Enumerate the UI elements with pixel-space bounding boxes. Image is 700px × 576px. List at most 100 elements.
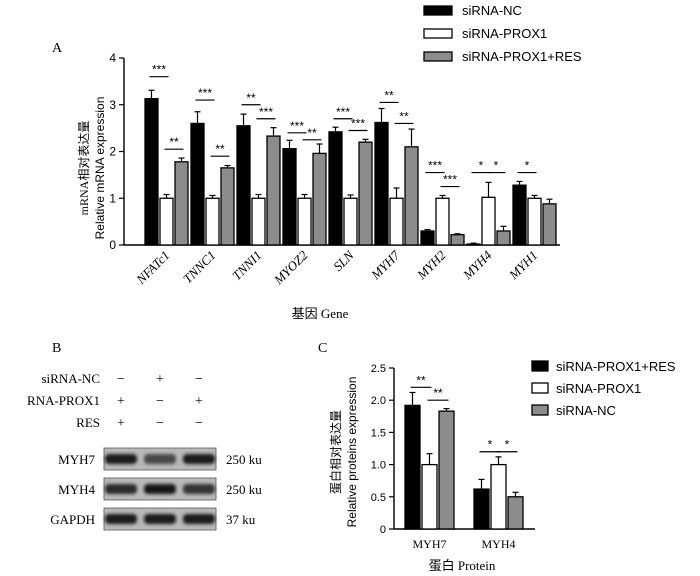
- legend-label-siRNA-PROX1+RES: siRNA-PROX1+RES: [556, 359, 676, 374]
- blot-protein-label-GAPDH: GAPDH: [50, 512, 95, 527]
- condition-sign: −: [117, 372, 125, 387]
- bar-siRNA-NC-MYH1: [512, 184, 527, 246]
- condition-sign: −: [195, 416, 203, 431]
- x-tick-label-MYH7: MYH7: [367, 247, 403, 283]
- blot-band-MYH4: [144, 484, 176, 494]
- legend-swatch-siRNA-NC: [531, 404, 549, 416]
- bar-siRNA-NC-SLN: [328, 131, 343, 246]
- panel-b: B siRNA-NC − + − RNA-PROX1 + − + RES + − − MYH7 250 …: [27, 341, 262, 531]
- legend-swatch-siRNA-PROX1: [531, 382, 549, 394]
- significance-label: **: [384, 88, 394, 102]
- blot-conditions: siRNA-NC − + − RNA-PROX1 + − + RES + − −: [27, 371, 203, 431]
- panel-c-legend: siRNA-PROX1+RES siRNA-PROX1 siRNA-NC: [531, 359, 676, 418]
- bar-siRNA-PROX1+RES-MYH1: [542, 203, 557, 246]
- significance-label: ***: [336, 105, 350, 119]
- panel-c-letter: C: [318, 341, 327, 356]
- bar-siRNA-NC-TNNI1: [236, 125, 251, 246]
- y-tick-label: 0.5: [371, 492, 386, 504]
- bar-siRNA-PROX1+RES-MYH7: [404, 404, 421, 530]
- y-tick-label: 3: [109, 98, 116, 112]
- significance-label: ***: [259, 105, 273, 119]
- bar-siRNA-NC-NFATc1: [144, 98, 159, 246]
- panel-a-significance: ************************************* * *: [149, 63, 537, 188]
- significance-label: ***: [198, 86, 212, 100]
- panel-b-letter: B: [52, 341, 61, 356]
- significance-label: *: [505, 438, 510, 452]
- y-tick-label: 0: [380, 524, 386, 536]
- significance-label: *: [494, 159, 499, 173]
- legend-label-siRNA-PROX1+RES: siRNA-PROX1+RES: [462, 49, 582, 64]
- significance-label: **: [215, 142, 225, 156]
- significance-label: ***: [290, 119, 304, 133]
- panel-c-bars: [404, 391, 524, 530]
- significance-label: ***: [351, 116, 365, 130]
- bar-siRNA-PROX1+RES-MYH7: [404, 146, 419, 246]
- bar-siRNA-NC-MYH7: [374, 121, 389, 246]
- bar-siRNA-PROX1+RES-NFATc1: [174, 161, 189, 246]
- blot-size-label-MYH4: 250 ku: [226, 482, 262, 497]
- condition-sign: −: [156, 416, 164, 431]
- significance-label: **: [246, 91, 256, 105]
- panel-a-y-axis-label-cn: mRNA相对表达量: [77, 121, 91, 216]
- legend-label-siRNA-NC: siRNA-NC: [462, 3, 522, 18]
- blot-protein-label-MYH4: MYH4: [58, 482, 95, 497]
- blot-size-label-GAPDH: 37 ku: [226, 512, 256, 527]
- x-tick-label-MYH2: MYH2: [413, 247, 449, 283]
- blot-band-GAPDH: [183, 514, 215, 524]
- bar-siRNA-PROX1-MYH2: [435, 197, 450, 246]
- x-tick-label-MYH1: MYH1: [505, 248, 540, 283]
- y-tick-label: 2: [109, 145, 116, 159]
- blot-protein-label-MYH7: MYH7: [58, 452, 95, 467]
- bar-siRNA-PROX1-NFATc1: [159, 197, 174, 246]
- panel-a-legend: siRNA-NC siRNA-PROX1 siRNA-PROX1+RES: [423, 3, 582, 64]
- y-tick-label: 0: [109, 238, 116, 252]
- bar-siRNA-PROX1-MYH7: [389, 197, 404, 246]
- condition-sign: +: [195, 394, 203, 409]
- bar-siRNA-PROX1-MYH1: [527, 197, 542, 246]
- y-tick-label: 2.0: [371, 395, 386, 407]
- y-tick-label: 1: [109, 191, 116, 205]
- bar-siRNA-PROX1-MYH7: [421, 463, 438, 530]
- y-tick-label: 1.0: [371, 460, 386, 472]
- x-tick-label-TNNC1: TNNC1: [180, 248, 219, 287]
- blot-band-MYH7: [144, 454, 176, 464]
- significance-label: *: [488, 438, 493, 452]
- bar-siRNA-NC-MYH2: [420, 230, 435, 246]
- condition-label-RES: RES: [76, 415, 100, 430]
- panel-a-x-axis-label: 基因 Gene: [292, 306, 349, 321]
- bar-siRNA-PROX1-SLN: [343, 197, 358, 246]
- legend-label-siRNA-NC: siRNA-NC: [556, 403, 616, 418]
- condition-sign: +: [156, 372, 164, 387]
- bar-siRNA-PROX1+RES-SLN: [358, 141, 373, 246]
- bar-siRNA-PROX1-MYOZ2: [297, 197, 312, 246]
- significance-label: *: [525, 159, 530, 173]
- x-tick-label-MYH4: MYH4: [481, 537, 515, 551]
- bar-siRNA-NC-MYH7: [438, 410, 455, 530]
- condition-sign: +: [117, 416, 125, 431]
- significance-label: **: [416, 373, 426, 387]
- blot-bands: MYH7 250 ku MYH4 250 ku GAPDH 37 ku: [50, 447, 262, 531]
- legend-label-siRNA-PROX1: siRNA-PROX1: [556, 381, 641, 396]
- y-tick-label: 1.5: [371, 427, 386, 439]
- bar-siRNA-PROX1+RES-MYH4: [473, 488, 490, 530]
- significance-label: ***: [152, 63, 166, 77]
- blot-band-MYH4: [183, 484, 215, 494]
- significance-label: *: [479, 159, 484, 173]
- panel-c-y-axis-label-en: Relative proteins expression: [345, 377, 359, 528]
- significance-label: **: [399, 109, 409, 123]
- blot-band-MYH4: [105, 484, 137, 494]
- x-tick-label-MYOZ2: MYOZ2: [270, 247, 311, 288]
- significance-label: ***: [428, 159, 442, 173]
- panel-a-bars: [144, 89, 557, 246]
- bar-siRNA-PROX1+RES-MYH4: [496, 230, 511, 246]
- condition-sign: +: [117, 394, 125, 409]
- x-tick-label-MYH7: MYH7: [412, 537, 446, 551]
- bar-siRNA-PROX1-MYH4: [481, 196, 496, 246]
- condition-label-RNA-PROX1: RNA-PROX1: [27, 393, 100, 408]
- bar-siRNA-PROX1-MYH4: [490, 463, 507, 530]
- blot-band-GAPDH: [144, 514, 176, 524]
- bar-siRNA-PROX1+RES-MYOZ2: [312, 152, 327, 246]
- significance-label: **: [433, 386, 443, 400]
- panel-a-x-tick-labels: NFATc1 TNNC1 TNNI1 MYOZ2 SLN MYH7 MYH2 MYH4 MYH1: [133, 247, 541, 288]
